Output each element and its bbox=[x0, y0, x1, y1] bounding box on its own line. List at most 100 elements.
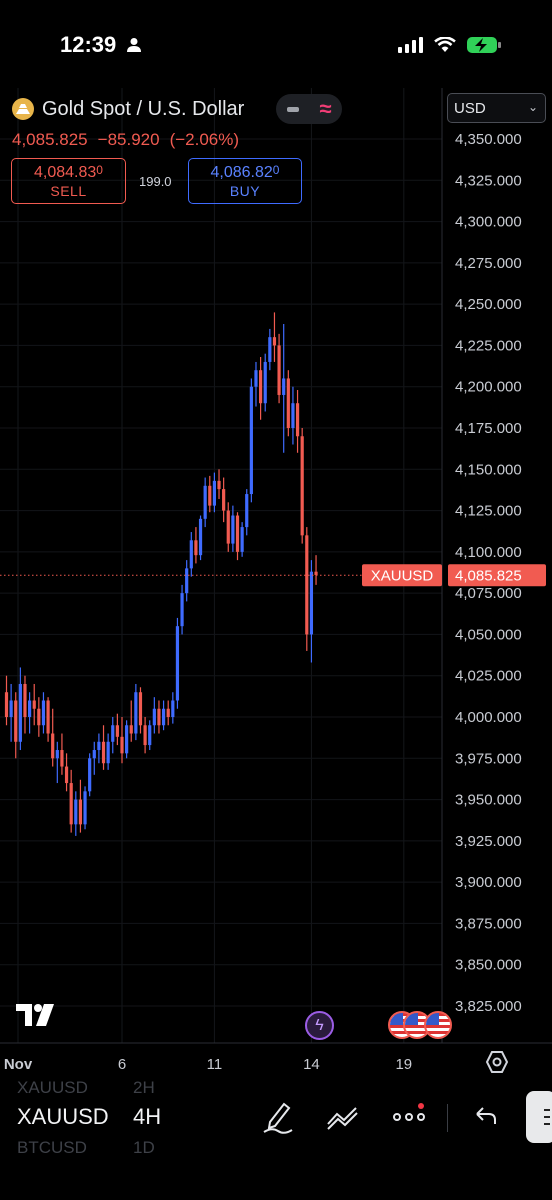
price-tick-label: 4,125.000 bbox=[455, 503, 522, 520]
candle-body bbox=[226, 510, 230, 544]
candle-body bbox=[161, 708, 166, 726]
candle-body bbox=[138, 692, 143, 726]
status-time: 12:39 bbox=[60, 32, 117, 57]
candle-body bbox=[101, 741, 106, 764]
candle-body bbox=[254, 370, 258, 387]
candle-body bbox=[4, 692, 9, 717]
price-tick-label: 4,275.000 bbox=[455, 255, 522, 272]
price-tick-label: 4,150.000 bbox=[455, 461, 522, 478]
candle-body bbox=[14, 700, 18, 742]
spread-value: 199.0 bbox=[139, 174, 172, 189]
undo-icon[interactable] bbox=[473, 1100, 499, 1134]
gold-symbol-logo bbox=[12, 98, 34, 120]
approx-wave-icon[interactable]: ≈ bbox=[319, 96, 332, 121]
candle-body bbox=[185, 568, 189, 594]
candle-body bbox=[249, 386, 253, 495]
candle-body bbox=[198, 518, 203, 556]
us-flag-event-icon[interactable] bbox=[424, 1011, 452, 1039]
candle-body bbox=[9, 700, 13, 717]
chevron-down-icon: ⌄ bbox=[527, 100, 538, 114]
price-tick-label: 4,175.000 bbox=[455, 420, 522, 437]
symbol-title: Gold Spot / U.S. Dollar bbox=[42, 97, 245, 120]
buy-label: BUY bbox=[229, 183, 261, 199]
time-tick-label: 19 bbox=[395, 1056, 412, 1073]
price-tick-label: 3,825.000 bbox=[455, 998, 522, 1015]
candle-body bbox=[83, 791, 87, 825]
battery-charging-icon bbox=[467, 37, 501, 53]
price-tick-label: 4,100.000 bbox=[455, 544, 522, 561]
candle-body bbox=[245, 494, 249, 528]
buy-button[interactable]: 4,086.820 BUY bbox=[188, 158, 302, 204]
time-tick-label: Nov bbox=[4, 1056, 33, 1073]
candle-body bbox=[55, 750, 59, 759]
symbol-header[interactable]: Gold Spot / U.S. Dollar bbox=[12, 94, 244, 124]
candle-body bbox=[286, 378, 290, 428]
price-change: −85.920 bbox=[97, 130, 160, 149]
toolbar-divider bbox=[447, 1104, 448, 1132]
wifi-icon bbox=[434, 37, 456, 52]
side-panel-handle[interactable] bbox=[526, 1091, 552, 1143]
candle-body bbox=[134, 692, 138, 734]
more-options-icon[interactable] bbox=[393, 1100, 425, 1134]
candle-body bbox=[268, 337, 272, 362]
candle-body bbox=[157, 708, 161, 726]
current-price-tag bbox=[448, 564, 546, 587]
drawing-pen-icon[interactable] bbox=[262, 1100, 294, 1134]
candle-body bbox=[106, 741, 110, 764]
symbol-price-tag bbox=[362, 564, 442, 587]
candle-body bbox=[18, 683, 22, 742]
candle-body bbox=[208, 485, 212, 506]
price-tick-label: 4,300.000 bbox=[455, 214, 522, 231]
timeframe-selector[interactable]: 4H bbox=[133, 1104, 162, 1129]
symbol-selector[interactable]: XAUUSD bbox=[17, 1104, 109, 1129]
candle-body bbox=[235, 515, 240, 552]
ghost-symbol-below: BTCUSD bbox=[17, 1138, 87, 1157]
time-tick-label: 6 bbox=[118, 1056, 126, 1073]
candle-body bbox=[111, 725, 115, 742]
currency-select[interactable]: USD ⌄ bbox=[447, 93, 546, 123]
buy-price: 4,086.82 bbox=[210, 164, 273, 181]
price-tick-label: 4,000.000 bbox=[455, 709, 522, 726]
price-tick-label: 4,200.000 bbox=[455, 379, 522, 396]
price-tick-label: 4,050.000 bbox=[455, 626, 522, 643]
minus-icon[interactable] bbox=[276, 94, 309, 124]
candle-body bbox=[263, 361, 267, 404]
candle-body bbox=[115, 725, 119, 737]
time-tick-label: 11 bbox=[207, 1056, 223, 1073]
lightning-event-icon[interactable]: ϟ bbox=[305, 1011, 334, 1040]
chart-settings-icon[interactable] bbox=[485, 1050, 509, 1074]
currency-value: USD bbox=[454, 99, 486, 117]
candle-body bbox=[60, 750, 64, 767]
price-tick-label: 4,250.000 bbox=[455, 296, 522, 313]
price-summary: 4,085.825 −85.920 (−2.06%) bbox=[12, 130, 249, 150]
candle-body bbox=[129, 725, 133, 734]
sell-label: SELL bbox=[50, 183, 87, 199]
candle-body bbox=[69, 783, 73, 825]
candle-body bbox=[74, 799, 78, 825]
sell-button[interactable]: 4,084.830 SELL bbox=[11, 158, 126, 204]
current-price-label: 4,085.825 bbox=[455, 567, 522, 584]
candle-body bbox=[305, 535, 309, 635]
candle-body bbox=[272, 337, 277, 346]
candle-body bbox=[189, 540, 193, 569]
candle-body bbox=[240, 527, 244, 552]
candle-body bbox=[295, 403, 300, 437]
ghost-timeframe-below: 1D bbox=[133, 1138, 155, 1157]
candle-body bbox=[175, 626, 180, 701]
candle-body bbox=[37, 708, 41, 726]
candle-body bbox=[41, 700, 46, 726]
candle-body bbox=[217, 480, 221, 490]
price-tick-label: 4,225.000 bbox=[455, 337, 522, 354]
indicators-icon[interactable] bbox=[326, 1100, 360, 1134]
candle-body bbox=[166, 708, 170, 717]
symbol-tag-label: XAUUSD bbox=[371, 567, 434, 584]
candle-body bbox=[309, 571, 314, 635]
candle-body bbox=[148, 725, 152, 746]
candle-body bbox=[277, 345, 281, 395]
last-price: 4,085.825 bbox=[12, 130, 88, 149]
indicator-toggle[interactable]: ≈ bbox=[276, 94, 342, 124]
candle-body bbox=[171, 700, 175, 717]
price-tick-label: 3,925.000 bbox=[455, 833, 522, 850]
price-tick-label: 4,350.000 bbox=[455, 131, 522, 148]
